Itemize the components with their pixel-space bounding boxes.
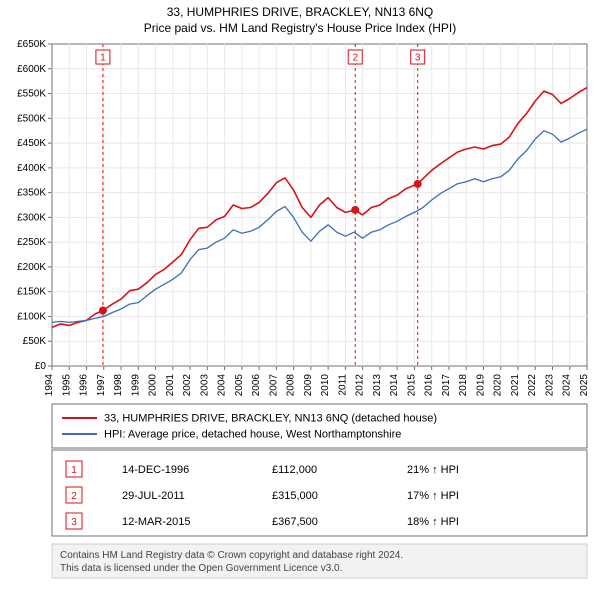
x-tick-label: 2014 — [389, 374, 400, 397]
x-tick-label: 2007 — [268, 374, 279, 397]
y-tick-label: £100K — [17, 311, 46, 322]
chart-svg: £0 £50K £100K £150K £200K £250K £300K £350K £400… — [0, 0, 600, 590]
sale-pct: 21% ↑ HPI — [407, 464, 459, 476]
x-tick-label: 2018 — [458, 374, 469, 397]
y-tick-label: £400K — [17, 163, 46, 174]
x-tick-label: 2009 — [303, 374, 314, 397]
y-tick-label: £250K — [17, 237, 46, 248]
marker-dot — [414, 180, 422, 188]
y-tick-label: £450K — [17, 138, 46, 149]
marker-dot — [351, 206, 359, 214]
x-tick-label: 2012 — [355, 374, 366, 397]
y-tick-label: £300K — [17, 212, 46, 223]
x-tick-label: 1998 — [113, 374, 124, 397]
chart-title: 33, HUMPHRIES DRIVE, BRACKLEY, NN13 6NQ — [167, 5, 434, 19]
footer-line1: Contains HM Land Registry data © Crown c… — [60, 550, 403, 561]
x-tick-label: 2021 — [510, 374, 521, 397]
x-tick-label: 1995 — [61, 374, 72, 397]
sale-price: £367,500 — [272, 516, 318, 528]
y-tick-label: £500K — [17, 113, 46, 124]
x-tick-label: 1997 — [96, 374, 107, 397]
legend-box — [52, 404, 587, 448]
x-tick-label: 2002 — [182, 374, 193, 397]
x-tick-label: 2020 — [493, 374, 504, 397]
y-tick-label: £650K — [17, 39, 46, 50]
legend-label: HPI: Average price, detached house, West… — [104, 429, 401, 441]
x-tick-label: 2001 — [165, 374, 176, 397]
footer-line2: This data is licensed under the Open Gov… — [60, 563, 342, 574]
y-tick-label: £600K — [17, 64, 46, 75]
marker-label: 2 — [352, 53, 358, 64]
x-tick-label: 1994 — [44, 374, 55, 397]
sale-date: 29-JUL-2011 — [122, 490, 185, 502]
x-tick-label: 2000 — [148, 374, 159, 397]
x-tick-label: 2008 — [286, 374, 297, 397]
x-tick-label: 1999 — [130, 374, 141, 397]
x-tick-label: 2019 — [475, 374, 486, 397]
marker-label: 3 — [415, 53, 421, 64]
x-tick-label: 2024 — [562, 374, 573, 397]
y-tick-label: £550K — [17, 89, 46, 100]
y-tick-label: £350K — [17, 188, 46, 199]
x-tick-label: 2010 — [320, 374, 331, 397]
x-tick-label: 2025 — [579, 374, 590, 397]
x-tick-label: 1996 — [79, 374, 90, 397]
x-tick-label: 2013 — [372, 374, 383, 397]
sale-num: 3 — [71, 517, 77, 528]
marker-dot — [99, 307, 107, 315]
sale-num: 1 — [71, 465, 77, 476]
sale-price: £112,000 — [272, 464, 317, 476]
x-tick-label: 2023 — [544, 374, 555, 397]
y-tick-label: £150K — [17, 287, 46, 298]
sale-num: 2 — [71, 491, 77, 502]
x-tick-label: 2006 — [251, 374, 262, 397]
x-tick-label: 2003 — [199, 374, 210, 397]
x-tick-label: 2015 — [406, 374, 417, 397]
sale-pct: 17% ↑ HPI — [407, 490, 459, 502]
x-tick-label: 2011 — [337, 374, 348, 396]
x-tick-label: 2016 — [424, 374, 435, 397]
sale-price: £315,000 — [272, 490, 318, 502]
x-tick-label: 2017 — [441, 374, 452, 397]
y-tick-label: £200K — [17, 262, 46, 273]
y-tick-label: £50K — [23, 336, 47, 347]
y-tick-label: £0 — [35, 361, 47, 372]
chart-subtitle: Price paid vs. HM Land Registry's House … — [144, 21, 456, 35]
sale-date: 12-MAR-2015 — [122, 516, 190, 528]
sale-pct: 18% ↑ HPI — [407, 516, 459, 528]
x-tick-label: 2005 — [234, 374, 245, 397]
x-tick-label: 2022 — [527, 374, 538, 397]
x-tick-label: 2004 — [217, 374, 228, 397]
marker-label: 1 — [100, 53, 106, 64]
legend-label: 33, HUMPHRIES DRIVE, BRACKLEY, NN13 6NQ … — [104, 413, 437, 425]
sale-date: 14-DEC-1996 — [122, 464, 189, 476]
